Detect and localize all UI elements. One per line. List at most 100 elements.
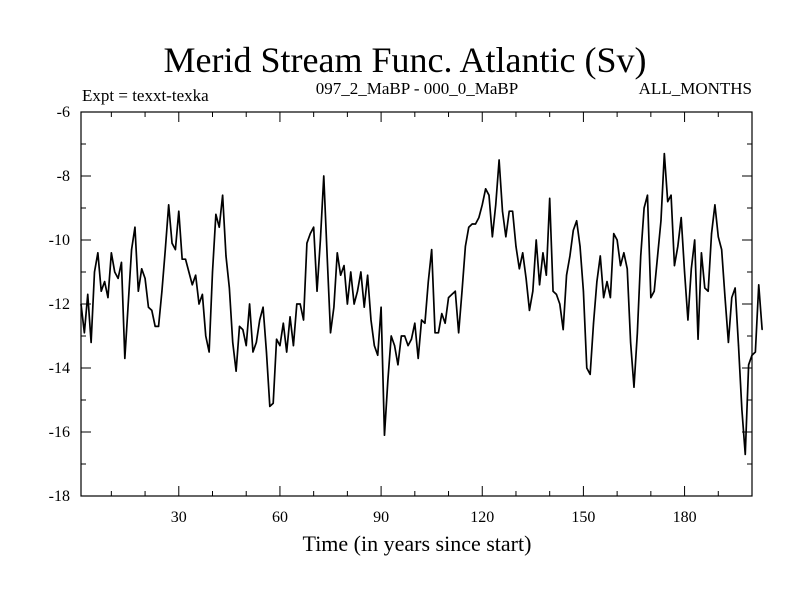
data-point xyxy=(761,329,763,331)
data-point xyxy=(208,351,210,353)
data-point xyxy=(582,290,585,292)
data-point xyxy=(363,306,365,308)
data-point xyxy=(107,297,109,299)
data-point xyxy=(333,306,335,308)
data-point xyxy=(259,319,261,321)
data-point xyxy=(141,268,143,270)
data-point xyxy=(623,252,625,254)
data-point xyxy=(603,297,605,299)
data-point xyxy=(454,290,456,292)
y-tick-label: -18 xyxy=(49,488,70,505)
data-point xyxy=(262,306,264,308)
data-point xyxy=(525,277,527,279)
data-point xyxy=(252,351,254,353)
data-point xyxy=(157,325,160,327)
data-point xyxy=(576,220,578,222)
data-point xyxy=(340,274,342,276)
data-point xyxy=(592,322,595,324)
data-point xyxy=(195,274,197,276)
data-point xyxy=(211,271,214,273)
data-point xyxy=(313,226,315,228)
data-point xyxy=(710,233,713,235)
data-point xyxy=(97,252,99,254)
data-point xyxy=(683,271,686,273)
data-point xyxy=(319,239,321,241)
data-point xyxy=(286,351,288,353)
data-point xyxy=(562,329,564,331)
data-point xyxy=(215,213,217,215)
data-point xyxy=(528,309,531,311)
data-point xyxy=(151,309,153,311)
data-point xyxy=(690,268,692,270)
chart-title: Merid Stream Func. Atlantic (Sv) xyxy=(164,40,647,80)
data-point xyxy=(232,341,234,343)
data-point xyxy=(255,341,257,343)
data-point xyxy=(687,319,689,321)
data-point xyxy=(367,274,369,276)
data-point xyxy=(478,217,480,219)
data-point xyxy=(447,297,450,299)
data-point xyxy=(174,249,177,251)
data-point xyxy=(717,236,719,238)
data-point xyxy=(461,290,463,292)
data-point xyxy=(390,335,392,337)
x-axis-tick-labels: 30 60 90 120 150 180 xyxy=(171,509,697,526)
data-point xyxy=(677,245,679,247)
data-point xyxy=(495,204,497,206)
data-point xyxy=(181,258,183,260)
y-tick-label: -10 xyxy=(49,232,70,249)
data-point xyxy=(660,220,662,222)
data-point xyxy=(751,354,753,356)
subtitle-period: 097_2_MaBP - 000_0_MaBP xyxy=(316,79,518,98)
data-point xyxy=(451,293,453,295)
data-point xyxy=(127,303,129,305)
data-point xyxy=(114,271,116,273)
data-point xyxy=(633,386,635,388)
data-point xyxy=(481,204,483,206)
y-tick-label: -8 xyxy=(57,168,70,185)
data-point xyxy=(323,175,325,177)
plot-frame xyxy=(80,111,753,497)
y-tick-label: -6 xyxy=(57,104,70,121)
data-point xyxy=(383,434,386,436)
data-point xyxy=(441,313,443,315)
data-point xyxy=(589,373,591,375)
data-point xyxy=(90,341,92,343)
data-point xyxy=(724,297,726,299)
data-point xyxy=(83,332,85,334)
data-point xyxy=(410,338,413,340)
data-point xyxy=(518,268,520,270)
data-point xyxy=(292,345,295,347)
data-point xyxy=(343,265,345,267)
data-point xyxy=(184,258,187,260)
x-tick-label: 90 xyxy=(373,509,389,526)
data-point xyxy=(758,284,760,286)
data-point xyxy=(427,281,429,283)
data-point xyxy=(178,210,180,212)
data-point xyxy=(545,274,547,276)
data-point xyxy=(569,255,571,257)
data-point xyxy=(700,252,703,254)
data-point xyxy=(586,367,588,369)
data-point xyxy=(164,249,166,251)
data-point xyxy=(532,290,534,292)
data-point xyxy=(377,354,379,356)
data-point xyxy=(697,338,699,340)
data-point xyxy=(565,274,568,276)
data-point xyxy=(414,322,416,324)
data-point xyxy=(542,252,544,254)
data-point xyxy=(694,239,696,241)
data-point xyxy=(458,332,460,334)
data-point xyxy=(235,370,237,372)
data-point xyxy=(407,345,409,347)
data-point xyxy=(741,409,743,411)
data-point xyxy=(727,341,730,343)
data-point xyxy=(269,405,271,407)
data-point xyxy=(265,351,268,353)
data-point xyxy=(471,223,473,225)
data-point xyxy=(643,207,645,209)
data-point xyxy=(616,239,618,241)
data-point xyxy=(734,287,736,289)
data-point xyxy=(198,303,200,305)
data-point xyxy=(552,290,554,292)
